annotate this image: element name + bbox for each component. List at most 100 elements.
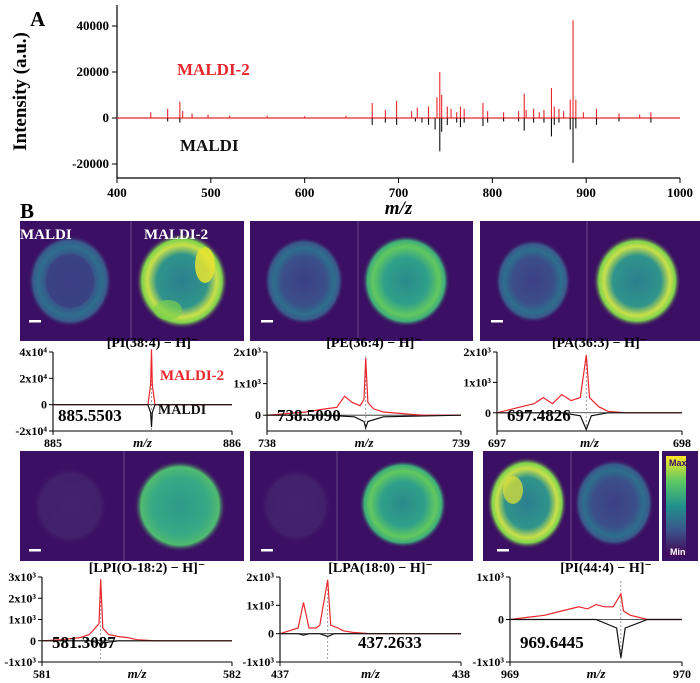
ion-title: [LPA(18:0) − H]⁻	[328, 561, 433, 576]
annotation-maldi: MALDI	[180, 136, 239, 155]
y-tick-label: 4x10⁴	[19, 345, 47, 359]
scale-bar	[497, 549, 509, 552]
y-tick-label: 2x10³	[233, 345, 261, 359]
x-tick-label: 969	[501, 667, 519, 681]
maldi2-ion-image	[574, 459, 654, 547]
y-tick-label: 1x10³	[246, 598, 274, 612]
maldi-trace	[510, 618, 682, 658]
spectrum-B6: -1x10³ 0 1x10³ 969 970 m/z [PI(44:4) − H]⁻ 969.…	[472, 561, 691, 681]
mz-value-label: 738.5090	[277, 406, 341, 425]
maldi2-trace	[266, 358, 461, 416]
y-tick-label: 0	[30, 634, 36, 648]
scale-bar	[29, 549, 41, 552]
x-tick-label: 700	[389, 185, 409, 200]
colorbar-min-label: Min	[670, 547, 686, 557]
y-tick-label: -20000	[72, 156, 109, 171]
mz-value-label: 581.3087	[52, 633, 116, 652]
ion-title: [PI(44:4) − H]⁻	[560, 561, 652, 576]
x-tick-label: 581	[33, 667, 51, 681]
maldi-ion-image	[495, 239, 571, 323]
maldi-ion-image	[264, 237, 344, 325]
y-tick-label: 40000	[77, 18, 110, 33]
x-axis-label: m/z	[587, 666, 607, 681]
colorbar-max-label: Max	[669, 458, 687, 468]
mz-value-label: 697.4826	[507, 406, 571, 425]
y-axis-label: Intensity (a.u.)	[10, 32, 31, 151]
spectrum-chart-a: -20000 0 20000 40000 400 500 600 700 800 900 1000 I…	[10, 5, 693, 219]
x-tick-label: 400	[107, 185, 127, 200]
y-tick-label: 2x10³	[8, 591, 36, 605]
maldi2-ion-image	[362, 235, 450, 327]
x-axis-label: m/z	[355, 435, 375, 450]
small-spectra: -2x10⁴ 0 2x10⁴ 4x10⁴ 885 886 m/z [PI(38:4) − H]…	[4, 336, 691, 681]
y-tick-label: 1x10³	[8, 613, 36, 627]
mz-value-label: 969.6445	[520, 633, 584, 652]
panel-label-b: B	[20, 199, 34, 223]
x-tick-label: 697	[488, 436, 506, 450]
x-tick-label: 582	[223, 667, 241, 681]
maldi2-ion-image	[134, 460, 226, 552]
x-tick-label: 739	[452, 436, 470, 450]
ion-title: [LPI(O-18:2) − H]⁻	[89, 561, 205, 576]
y-tick-label: 0	[485, 406, 491, 420]
mz-value-label: 885.5503	[58, 406, 122, 425]
x-tick-label: 600	[295, 185, 315, 200]
maldi2-trace	[509, 592, 682, 621]
y-tick-label: 0	[255, 408, 261, 422]
ion-title: [PA(36:3) − H]⁻	[552, 336, 647, 351]
y-tick-label: 0	[103, 110, 110, 125]
legend-maldi: MALDI	[158, 403, 206, 418]
maldi-trace	[53, 404, 232, 428]
maldi-trace	[280, 633, 461, 638]
x-axis-label: m/z	[128, 666, 148, 681]
x-axis-label: m/z	[133, 435, 153, 450]
spectrum-B3: 0 1x10³ 2x10³ 697 698 m/z [PA(36:3) − H]⁻ 697.4…	[463, 336, 691, 450]
x-tick-label: 885	[44, 436, 62, 450]
maldi2-ion-image	[136, 233, 228, 329]
y-tick-label: -1x10³	[4, 655, 36, 669]
ion-title: [PI(38:4) − H]⁻	[107, 336, 199, 351]
maldi2-trace	[279, 579, 461, 635]
x-tick-label: 800	[483, 185, 503, 200]
maldi2-ion-image	[359, 460, 447, 548]
y-tick-label: 2x10³	[463, 345, 491, 359]
maldi2-trace	[496, 354, 682, 414]
x-axis-label: m/z	[580, 435, 600, 450]
maldi2-ion-image	[593, 235, 681, 327]
scale-bar	[261, 549, 273, 552]
mz-value-label: 437.2633	[358, 633, 422, 652]
spectrum-B4: -1x10³ 0 1x10³ 2x10³ 3x10³ 581 582 m/z [LPI(O-18…	[4, 561, 241, 681]
maldi-trace	[42, 640, 232, 649]
y-tick-label: 1x10³	[233, 377, 261, 391]
y-tick-label: 1x10³	[463, 375, 491, 389]
image-row-2: Max Min	[20, 451, 698, 561]
y-tick-label: 0	[41, 398, 47, 412]
y-tick-label: 2x10³	[246, 570, 274, 584]
x-tick-label: 738	[258, 436, 276, 450]
legend-maldi2: MALDI-2	[160, 368, 224, 384]
x-axis-label: m/z	[361, 666, 381, 681]
maldi2-trace	[41, 579, 232, 642]
y-tick-label: 3x10³	[8, 570, 36, 584]
ion-title: [PE(36:4) − H]⁻	[326, 336, 421, 351]
annotation-maldi2: MALDI-2	[177, 60, 250, 79]
image-label-maldi2: MALDI-2	[144, 227, 208, 243]
image-label-maldi: MALDI	[20, 227, 72, 243]
y-tick-label: -2x10⁴	[15, 424, 47, 438]
x-tick-label: 970	[673, 667, 691, 681]
y-tick-label: -1x10³	[472, 655, 504, 669]
image-row-1: MALDI MALDI-2	[20, 221, 700, 341]
maldi-trace	[267, 414, 462, 430]
x-tick-label: 1000	[667, 185, 693, 200]
scale-bar	[261, 320, 273, 323]
spectrum-B1: -2x10⁴ 0 2x10⁴ 4x10⁴ 885 886 m/z [PI(38:4) − H]…	[15, 336, 241, 450]
y-tick-label: -1x10³	[242, 655, 274, 669]
spectrum-B5: -1x10³ 0 1x10³ 2x10³ 437 438 m/z [LPA(18:0) − H…	[242, 561, 470, 681]
y-tick-label: 0	[268, 627, 274, 641]
spectrum-B2: 0 1x10³ 2x10³ 738 739 m/z [PE(36:4) − H]⁻ 738.5…	[233, 336, 470, 450]
y-tick-label: 1x10³	[476, 570, 504, 584]
y-tick-label: 20000	[77, 64, 110, 79]
maldi-ion-image	[487, 457, 567, 549]
